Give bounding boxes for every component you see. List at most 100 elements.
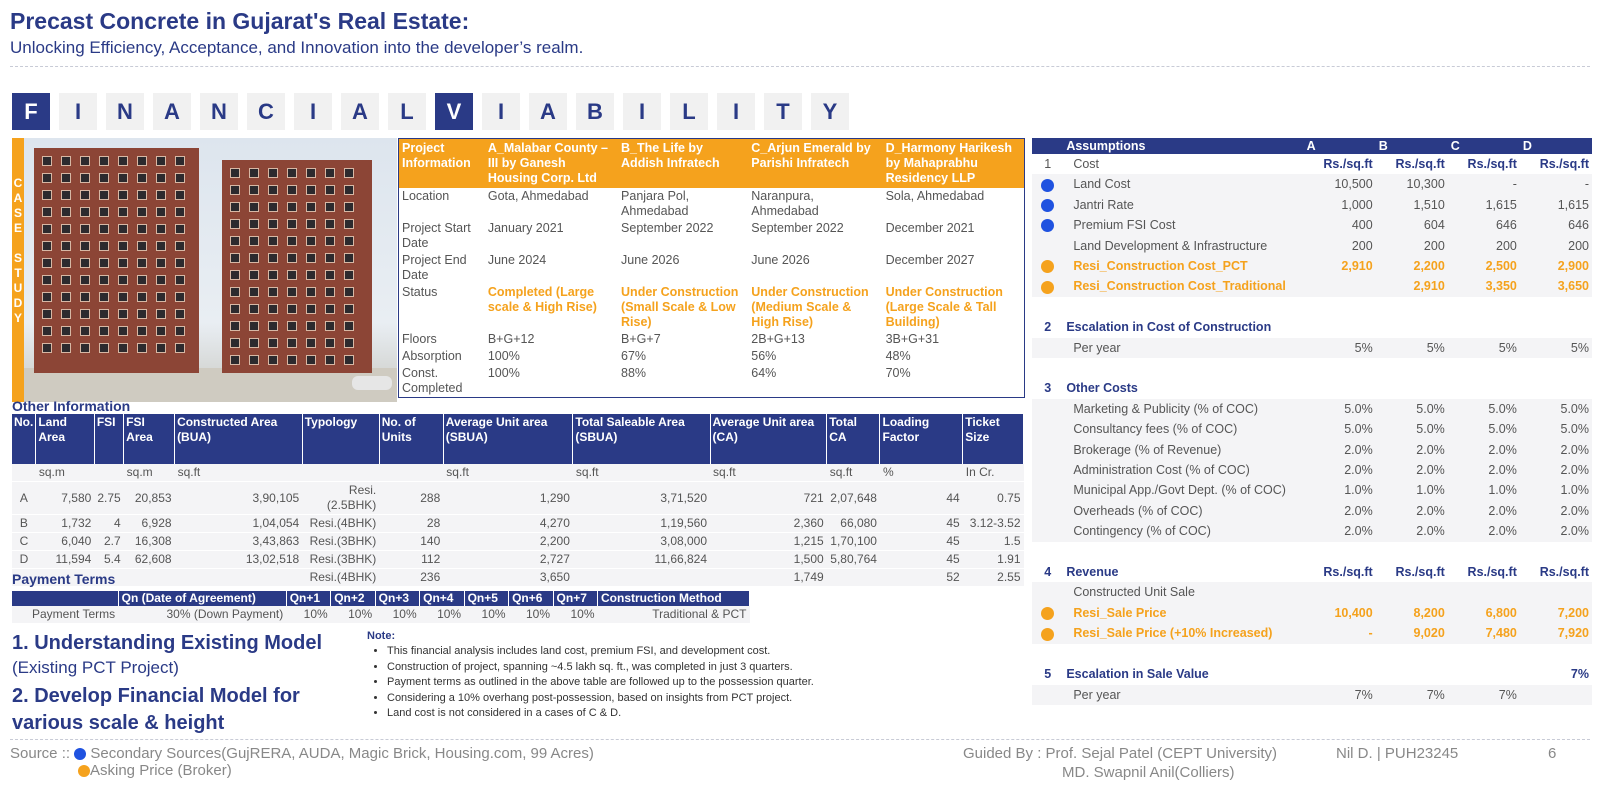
window [306, 236, 316, 246]
assumption-value: 5.0% [1519, 419, 1592, 440]
window [325, 202, 335, 212]
payment-header-cell: Qn+1 [286, 591, 332, 606]
banner-letter: I [482, 93, 520, 130]
project-row: Absorption 100% 67% 56% 48% [399, 348, 1025, 365]
assumption-value: 2,910 [1375, 276, 1448, 297]
payment-cell: Traditional & PCT [597, 606, 750, 623]
window [156, 156, 166, 166]
window [325, 253, 335, 263]
payment-header-cell: Qn+3 [375, 591, 421, 606]
other-info-cell: 1,749 [710, 568, 827, 587]
window [230, 270, 240, 280]
window [306, 338, 316, 348]
case-study-letter: S [13, 251, 22, 265]
window [42, 224, 52, 234]
assumption-value [1304, 297, 1376, 317]
window [175, 258, 185, 268]
assumption-label: Contingency (% of COC) [1063, 521, 1304, 542]
other-info-unit-cell [302, 464, 380, 482]
project-row: Const. Completed 100% 88% 64% 70% [399, 365, 1025, 398]
assumption-no [1032, 521, 1064, 542]
orange-dot-icon [1041, 627, 1055, 641]
assumption-row: Constructed Unit Sale [1032, 582, 1592, 603]
window [137, 173, 147, 183]
assumption-value: 2.0% [1447, 521, 1520, 542]
other-info-cell: 1,500 [710, 550, 827, 569]
page-subtitle: Unlocking Efficiency, Acceptance, and In… [10, 38, 584, 57]
window [156, 343, 166, 353]
case-study-letter: Y [13, 311, 22, 325]
window [325, 168, 335, 178]
assumption-value [1447, 582, 1520, 603]
other-info-cell: 1,215 [710, 532, 827, 551]
window [175, 224, 185, 234]
note-list: This financial analysis includes land co… [387, 644, 887, 722]
assumption-label: Constructed Unit Sale [1063, 582, 1304, 603]
window [287, 202, 297, 212]
assumption-value: Rs./sq.ft [1539, 157, 1589, 171]
window [99, 343, 109, 353]
window [268, 321, 278, 331]
assumption-value: 2.0% [1375, 439, 1448, 461]
window [268, 355, 278, 365]
window [344, 168, 354, 178]
assumption-value: 5% [1375, 337, 1448, 359]
assumption-value: 7,920 [1519, 623, 1592, 644]
window [175, 326, 185, 336]
window [268, 270, 278, 280]
assumption-label: Land Cost [1063, 174, 1304, 195]
assumption-no [1032, 480, 1064, 501]
note-item: This financial analysis includes land co… [387, 644, 887, 660]
window [118, 241, 128, 251]
assumption-row: Administration Cost (% of COC) 2.0% 2.0% 2.… [1032, 460, 1592, 481]
banner-letter: T [764, 93, 802, 130]
other-info-cell: 13,02,518 [174, 550, 303, 569]
window [287, 338, 297, 348]
other-info-header-cell: Ticket Size [962, 414, 1024, 464]
window [325, 355, 335, 365]
assumption-label: Jantri Rate [1063, 194, 1304, 216]
assumption-value: 5.0% [1375, 419, 1448, 440]
assumption-value: 200 [1519, 235, 1592, 257]
window [61, 343, 71, 353]
assumption-value: 9,020 [1375, 623, 1448, 644]
other-info-cell: Resi.(4BHK) [302, 568, 380, 587]
assumption-value: 646 [1447, 215, 1520, 236]
banner-letter: I [717, 93, 755, 130]
window [306, 270, 316, 280]
window [99, 241, 109, 251]
assumption-value: 5.0% [1375, 398, 1448, 420]
window [249, 202, 259, 212]
point-1-heading: 1. Understanding Existing Model [12, 632, 323, 654]
assumptions-header-col: B [1375, 138, 1448, 154]
assumption-value [1304, 644, 1376, 664]
banner-letter: N [200, 93, 238, 130]
other-info-cell: 1,19,560 [572, 514, 711, 533]
page-title: Precast Concrete in Gujarat's Real Estat… [10, 8, 470, 34]
payment-cell: 10% [419, 606, 465, 623]
window [249, 321, 259, 331]
assumption-row: Brokerage (% of Revenue) 2.0% 2.0% 2.0% 2.0% [1032, 439, 1592, 461]
payment-cell: 10% [286, 606, 331, 623]
assumption-no [1032, 542, 1063, 562]
project-cell: December 2021 [885, 221, 975, 235]
window [99, 275, 109, 285]
assumption-value: 1.0% [1447, 480, 1520, 501]
project-row: Floors B+G+12 B+G+7 2B+G+13 3B+G+31 [399, 331, 1025, 348]
banner-letter: I [294, 93, 332, 130]
window [80, 207, 90, 217]
project-cell: Panjara Pol, Ahmedabad [621, 189, 690, 218]
window [344, 287, 354, 297]
other-info-header-cell: Average Unit area (CA) [710, 414, 828, 464]
table-row: B 1,732 4 6,928 1,04,054 Resi.(4BHK) 28 4,270 1,… [12, 514, 1024, 533]
window [61, 241, 71, 251]
case-study-letter: T [14, 266, 22, 280]
other-info-cell: 2,360 [710, 514, 827, 533]
assumption-value: 2.0% [1303, 460, 1376, 481]
window [287, 236, 297, 246]
window [306, 287, 316, 297]
assumptions-header-row: Assumptions A B C D [1032, 138, 1592, 154]
payment-header-cell: Qn+6 [508, 591, 554, 606]
other-info-cell: 5,80,764 [826, 550, 880, 569]
window [61, 190, 71, 200]
